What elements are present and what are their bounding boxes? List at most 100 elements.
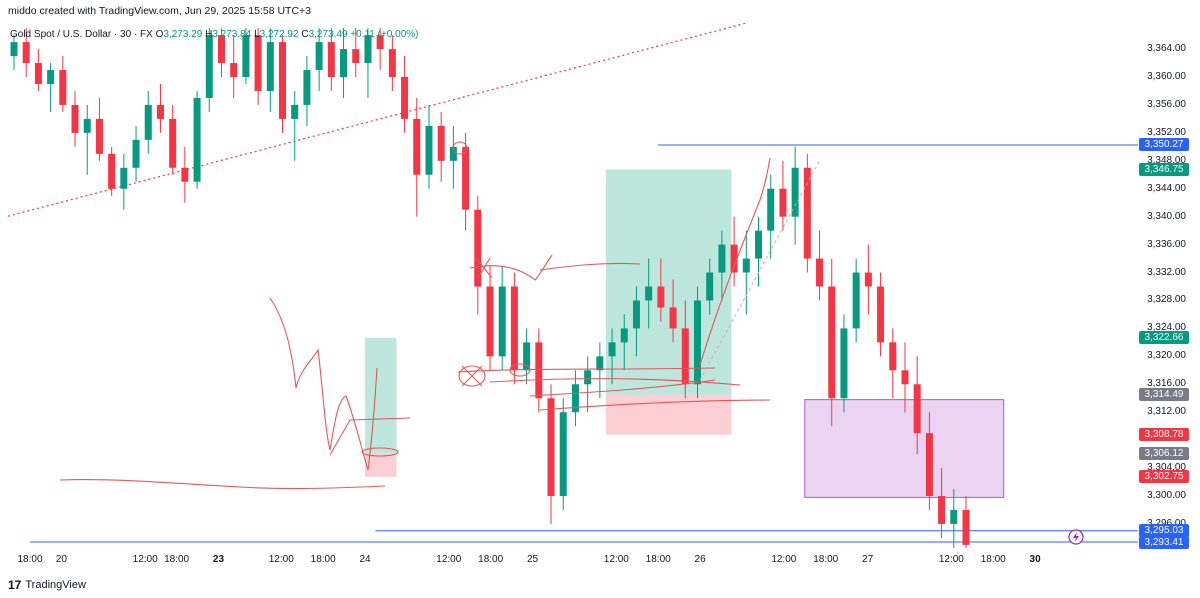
time-tick: 25 bbox=[526, 554, 539, 565]
candle bbox=[474, 195, 482, 315]
candle bbox=[669, 279, 677, 343]
candle bbox=[230, 35, 238, 98]
candle bbox=[742, 230, 750, 315]
time-tick: 12:00 bbox=[771, 554, 797, 565]
price-tick: 3,360.00 bbox=[1147, 71, 1186, 82]
candle bbox=[425, 104, 433, 189]
candle bbox=[681, 300, 689, 399]
drawing-stroke bbox=[529, 379, 716, 397]
candle bbox=[47, 63, 55, 112]
drawing-stroke bbox=[457, 367, 716, 373]
price-tick: 3,364.00 bbox=[1147, 43, 1186, 55]
candle bbox=[242, 28, 250, 84]
candle bbox=[449, 125, 457, 189]
candle bbox=[950, 489, 958, 548]
drawing-circle bbox=[452, 141, 468, 155]
candle bbox=[803, 153, 811, 273]
drawing-stroke bbox=[269, 297, 378, 471]
candle bbox=[755, 216, 763, 287]
candle bbox=[852, 258, 860, 343]
candle bbox=[828, 258, 836, 427]
candle bbox=[706, 258, 714, 315]
candle bbox=[71, 90, 79, 147]
time-tick: 12:00 bbox=[132, 554, 158, 565]
candle bbox=[388, 35, 396, 91]
drawing-stroke bbox=[539, 399, 771, 411]
candle bbox=[181, 146, 189, 203]
price-label: 3,308.78 bbox=[1139, 428, 1189, 442]
price-tick: 3,304.00 bbox=[1147, 462, 1186, 474]
time-tick: 12:00 bbox=[938, 554, 964, 565]
candle bbox=[401, 56, 409, 133]
open-value: 3,273.29 bbox=[163, 29, 203, 40]
candle bbox=[22, 28, 30, 78]
price-tick: 3,320.00 bbox=[1147, 350, 1186, 362]
footer: 17 TradingView bbox=[8, 578, 86, 592]
drawing-stroke bbox=[699, 157, 771, 366]
time-tick: 18:00 bbox=[310, 554, 336, 565]
candle bbox=[205, 28, 213, 112]
time-tick: 20 bbox=[55, 554, 67, 565]
candle bbox=[327, 28, 335, 91]
footer-logo-text: TradingView bbox=[25, 579, 86, 591]
drawing-stroke bbox=[59, 479, 386, 490]
alert-icon[interactable] bbox=[1068, 529, 1084, 545]
candle bbox=[144, 90, 152, 154]
candle bbox=[413, 97, 421, 217]
time-tick: 18:00 bbox=[17, 554, 43, 565]
high-label: H bbox=[205, 29, 213, 40]
candle bbox=[864, 244, 872, 315]
candle bbox=[608, 328, 616, 385]
open-label: O bbox=[155, 29, 164, 40]
candle bbox=[340, 28, 348, 98]
candle bbox=[767, 174, 775, 259]
candle bbox=[596, 342, 604, 399]
price-label: 3,322.66 bbox=[1139, 331, 1189, 345]
price-label: 3,293.41 bbox=[1139, 535, 1189, 549]
candle bbox=[108, 146, 116, 196]
zones-layer bbox=[365, 169, 1005, 498]
drawing-stroke bbox=[539, 262, 641, 271]
long-position-target-zone bbox=[365, 337, 397, 454]
candle bbox=[352, 28, 360, 78]
time-tick: 18:00 bbox=[813, 554, 839, 565]
long-position-stop-zone bbox=[605, 394, 732, 435]
change-value: +0.11 (+0.00%) bbox=[350, 29, 419, 40]
candle bbox=[559, 398, 567, 510]
candle bbox=[925, 412, 933, 510]
candle bbox=[291, 90, 299, 161]
candle bbox=[791, 146, 799, 245]
drawing-stroke bbox=[461, 365, 483, 387]
candle bbox=[535, 328, 543, 413]
candle bbox=[840, 314, 848, 413]
price-tick: 3,324.00 bbox=[1147, 322, 1186, 334]
candle bbox=[83, 104, 91, 175]
time-tick: 18:00 bbox=[980, 554, 1006, 565]
candle bbox=[510, 272, 518, 385]
time-tick: 18:00 bbox=[478, 554, 504, 565]
candle bbox=[486, 265, 494, 371]
ohlc-legend: Gold Spot / U.S. Dollar · 30 · FX O3,273… bbox=[10, 29, 419, 40]
candle bbox=[632, 286, 640, 357]
candle bbox=[889, 328, 897, 399]
candle bbox=[901, 342, 909, 413]
candle bbox=[95, 97, 103, 161]
price-label: 3,302.75 bbox=[1139, 470, 1189, 484]
low-value: 3,272.92 bbox=[259, 29, 299, 40]
candle bbox=[620, 314, 628, 371]
price-tick: 3,332.00 bbox=[1147, 266, 1186, 278]
price-label: 3,295.03 bbox=[1139, 524, 1189, 538]
candle bbox=[279, 35, 287, 133]
candle bbox=[120, 153, 128, 210]
time-tick: 18:00 bbox=[164, 554, 190, 565]
price-tick: 3,348.00 bbox=[1147, 154, 1186, 166]
time-tick: 24 bbox=[359, 554, 371, 565]
candle bbox=[657, 258, 665, 322]
price-label: 3,314.49 bbox=[1139, 388, 1189, 402]
symbol-name[interactable]: Gold Spot / U.S. Dollar · 30 · FX bbox=[10, 29, 153, 40]
drawing-circle bbox=[361, 447, 399, 457]
price-label: 3,346.75 bbox=[1139, 163, 1189, 177]
candle bbox=[571, 370, 579, 427]
candle bbox=[266, 28, 274, 112]
